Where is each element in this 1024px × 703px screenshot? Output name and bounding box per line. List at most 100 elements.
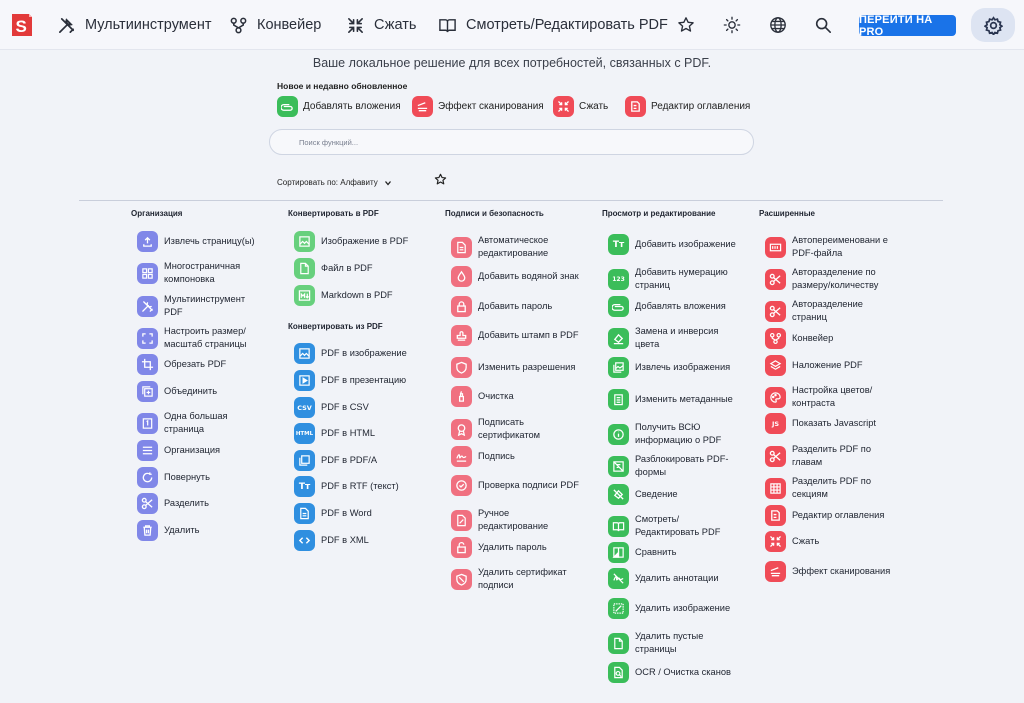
tool-rotate[interactable]: Повернуть xyxy=(137,467,266,488)
tool-pdf-to-image[interactable]: PDF в изображение xyxy=(294,343,423,364)
tool-ocr[interactable]: OCR / Очистка сканов xyxy=(608,662,737,683)
tool-label: Изменить метаданные xyxy=(635,394,733,404)
tool-add-attachments[interactable]: Добавлять вложения xyxy=(608,296,737,317)
tool-extract-pages[interactable]: Извлечь страницу(ы) xyxy=(137,231,266,252)
tool-show-javascript[interactable]: JS Показать Javascript xyxy=(765,413,894,434)
tool-pdf-to-html[interactable]: HTML PDF в HTML xyxy=(294,423,423,444)
tool-toc-editor[interactable]: Редактир оглавления xyxy=(765,505,894,526)
tool-change-permissions[interactable]: Изменить разрешения xyxy=(451,357,580,378)
tool-manual-redact[interactable]: Ручное редактирование xyxy=(451,507,580,533)
tool-flatten[interactable]: Сведение xyxy=(608,484,737,505)
edit-document-icon xyxy=(451,509,472,531)
info-icon xyxy=(608,423,629,445)
nav-compress[interactable]: Сжать xyxy=(346,14,416,36)
tool-pdf-to-rtf[interactable]: Tт PDF в RTF (текст) xyxy=(294,476,423,497)
tool-label: Показать Javascript xyxy=(792,418,876,428)
tool-label: Проверка подписи PDF xyxy=(478,480,579,490)
tool-merge[interactable]: Объединить xyxy=(137,381,266,402)
scissors-icon xyxy=(137,493,158,514)
tool-get-info[interactable]: Получить ВСЮ информацию о PDF xyxy=(608,421,737,447)
tool-verify-signature[interactable]: Проверка подписи PDF xyxy=(451,475,580,496)
trash-icon xyxy=(137,520,158,541)
tool-label: Многостраничная компоновка xyxy=(164,261,241,284)
tool-organize[interactable]: Организация xyxy=(137,440,266,461)
tool-adjust-page-size[interactable]: Настроить размер/ масштаб страницы xyxy=(137,325,266,351)
settings-button[interactable] xyxy=(971,8,1015,42)
tool-adjust-colors[interactable]: Настройка цветов/ контраста xyxy=(765,384,894,410)
tool-remove-image[interactable]: Удалить изображение xyxy=(608,598,737,619)
tool-remove-password[interactable]: Удалить пароль xyxy=(451,537,580,558)
tool-pdf-to-pdfa[interactable]: PDF в PDF/A xyxy=(294,450,423,471)
tool-remove-annotations[interactable]: Удалить аннотации xyxy=(608,568,737,589)
tool-view-edit-pdf[interactable]: Смотреть/ Редактировать PDF xyxy=(608,513,737,539)
tool-remove-certificate[interactable]: Удалить сертификат подписи xyxy=(451,566,580,592)
tool-pdf-to-csv[interactable]: CSV PDF в CSV xyxy=(294,397,423,418)
tool-remove-blank-pages[interactable]: Удалить пустые страницы xyxy=(608,630,737,656)
book-icon xyxy=(439,18,456,32)
favorites-filter-star-icon[interactable] xyxy=(434,173,447,186)
tool-split-by-chapters[interactable]: Разделить PDF по главам xyxy=(765,443,894,469)
go-pro-button[interactable]: ПЕРЕЙТИ НА PRO xyxy=(859,14,956,38)
tool-scan-effect[interactable]: Эффект сканирования xyxy=(765,561,894,582)
tool-pipeline[interactable]: Конвейер xyxy=(765,328,894,349)
tool-multipage-layout[interactable]: Многостраничная компоновка xyxy=(137,260,266,286)
sort-dropdown[interactable]: Сортировать по: Алфавиту xyxy=(277,178,392,187)
tool-add-page-numbers[interactable]: 123 Добавить нумерацию страниц xyxy=(608,266,737,292)
tool-overlay-pdf[interactable]: Наложение PDF xyxy=(765,355,894,376)
recent-toc-editor[interactable]: Редактир оглавления xyxy=(625,96,750,117)
tool-compare[interactable]: Сравнить xyxy=(608,542,737,563)
tool-signature[interactable]: Подпись xyxy=(451,446,580,467)
tool-pdf-to-word[interactable]: PDF в Word xyxy=(294,503,423,524)
search-input[interactable]: Поиск функций... xyxy=(269,129,754,155)
tool-unlock-forms[interactable]: Разблокировать PDF-формы xyxy=(608,453,737,479)
tool-image-to-pdf[interactable]: Изображение в PDF xyxy=(294,231,423,252)
flatten-icon xyxy=(608,484,629,505)
toc-icon xyxy=(625,96,646,117)
tool-label: Объединить xyxy=(164,386,218,396)
theme-button[interactable] xyxy=(721,14,743,36)
tool-change-metadata[interactable]: Изменить метаданные xyxy=(608,389,737,410)
tool-replace-invert-color[interactable]: Замена и инверсия цвета xyxy=(608,325,737,351)
favorites-button[interactable] xyxy=(675,14,697,36)
recent-scan-effect[interactable]: Эффект сканирования xyxy=(412,96,544,117)
tool-split[interactable]: Разделить xyxy=(137,493,266,514)
scan-icon xyxy=(765,561,786,582)
tool-extract-images[interactable]: Извлечь изображения xyxy=(608,357,737,378)
tool-auto-redact[interactable]: Автоматическое редактирование xyxy=(451,234,580,260)
tool-compress[interactable]: Сжать xyxy=(765,531,894,552)
tool-sanitize[interactable]: Очистка xyxy=(451,386,580,407)
nav-pipeline[interactable]: Конвейер xyxy=(229,14,321,36)
tool-add-image[interactable]: Tт Добавить изображение xyxy=(608,234,737,255)
recent-attachments[interactable]: Добавлять вложения xyxy=(277,96,401,117)
tool-add-password[interactable]: Добавить пароль xyxy=(451,296,580,317)
tool-auto-split-pages[interactable]: Авторазделение страниц xyxy=(765,298,894,324)
tool-auto-rename[interactable]: Автопереименовани е PDF-файла xyxy=(765,234,894,260)
tool-multitool[interactable]: Мультиинструмент PDF xyxy=(137,293,266,319)
tool-file-to-pdf[interactable]: Файл в PDF xyxy=(294,258,423,279)
nav-view-edit[interactable]: Смотреть/Редактировать PDF xyxy=(438,14,668,36)
tagline: Ваше локальное решение для всех потребно… xyxy=(312,56,712,70)
search-button[interactable] xyxy=(812,14,834,36)
tool-pdf-to-xml[interactable]: PDF в XML xyxy=(294,530,423,551)
page-one-icon xyxy=(137,412,158,434)
language-button[interactable] xyxy=(767,14,789,36)
tool-label: Удалить xyxy=(164,525,200,535)
tool-label: Подпись xyxy=(478,451,515,461)
tool-label: Замена и инверсия цвета xyxy=(635,326,719,349)
auto-redact-icon xyxy=(451,236,472,258)
tool-markdown-to-pdf[interactable]: Markdown в PDF xyxy=(294,285,423,306)
nav-multitool[interactable]: Мультиинструмент xyxy=(57,14,211,36)
tool-auto-split-size[interactable]: Авторазделение по размеру/количеству xyxy=(765,266,894,292)
tool-label: Разделить xyxy=(164,498,210,508)
tool-delete[interactable]: Удалить xyxy=(137,520,266,541)
tool-crop-pdf[interactable]: Обрезать PDF xyxy=(137,354,266,375)
tool-add-watermark[interactable]: Добавить водяной знак xyxy=(451,266,580,287)
tool-split-by-sections[interactable]: Разделить PDF по секциям xyxy=(765,475,894,501)
tool-single-large-page[interactable]: Одна большая страница xyxy=(137,410,266,436)
app-logo-icon[interactable]: S xyxy=(9,11,35,39)
tool-sign-certificate[interactable]: Подписать сертификатом xyxy=(451,416,580,442)
tool-pdf-to-presentation[interactable]: PDF в презентацию xyxy=(294,370,423,391)
pipeline-icon xyxy=(765,328,786,349)
tool-add-stamp[interactable]: Добавить штамп в PDF xyxy=(451,325,580,346)
recent-compress[interactable]: Сжать xyxy=(553,96,608,117)
